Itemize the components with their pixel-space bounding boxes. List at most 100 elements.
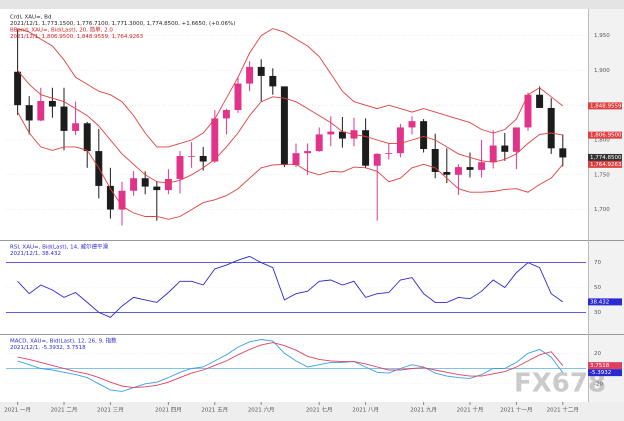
legend-text: 2021/12/1, -5.3932, 3.7518 xyxy=(10,345,86,351)
candle-body xyxy=(164,178,172,191)
candle-body xyxy=(153,186,161,191)
candle-body xyxy=(234,83,242,111)
candle-body xyxy=(199,155,207,162)
candle-body xyxy=(420,121,428,150)
price-tag xyxy=(588,131,622,139)
candle-body xyxy=(141,178,149,187)
y-tick-label: 70 xyxy=(594,260,601,266)
legend-text: 2021/12/1, 38.432 xyxy=(10,251,61,257)
x-tick-label: 2021 三月 xyxy=(97,407,124,414)
candle-body xyxy=(478,162,486,170)
x-tick-label: 2021 六月 xyxy=(248,406,275,414)
candle-body xyxy=(443,171,451,175)
candle-body xyxy=(222,110,230,119)
x-tick-label: 2021 八月 xyxy=(352,407,379,414)
candle-body xyxy=(60,106,68,131)
candle-body xyxy=(547,107,555,149)
y-tick-label: 1,750 xyxy=(594,172,610,178)
price-tag xyxy=(588,369,622,377)
candle-body xyxy=(373,153,381,166)
y-tick-label: 20 xyxy=(594,351,601,357)
y-tick-label: 30 xyxy=(594,310,601,316)
series-line xyxy=(17,342,564,389)
price-tag-label: 1,774.8500 xyxy=(590,155,622,161)
price-tag-label: 38.432 xyxy=(590,299,609,305)
x-tick-label: 2021 十月 xyxy=(457,406,484,414)
candle-body xyxy=(25,105,33,121)
series-line xyxy=(17,111,564,220)
price-tag-label: -5.3932 xyxy=(590,370,611,376)
price-tag xyxy=(588,153,622,161)
top-bar xyxy=(0,0,624,9)
candle-body xyxy=(48,100,56,107)
x-tick-label: 2021 十二月 xyxy=(547,406,579,414)
candle-body xyxy=(176,155,184,179)
price-tag-label: 1,806.9500 xyxy=(590,133,622,139)
candle-body xyxy=(362,130,370,166)
y-tick-label: 1,800 xyxy=(594,137,610,143)
series-line xyxy=(17,339,564,392)
legend-text: RSI, XAU=, Bid(Last), 14, 威尔德平滑 xyxy=(10,243,109,251)
y-tick-label: 1,700 xyxy=(594,207,610,213)
x-tick-label: 2021 二月 xyxy=(51,407,78,414)
x-tick-label: 2021 九月 xyxy=(410,406,437,414)
legend-text: 2021/12/1, 1,806.9500, 1,848.9559, 1,764… xyxy=(10,34,144,40)
price-tag xyxy=(588,160,622,168)
price-tag-label: 1,764.9263 xyxy=(590,162,622,168)
legend-text: Crdl, XAU=, Bd xyxy=(10,15,51,21)
candle-body xyxy=(466,167,474,170)
candle-body xyxy=(304,151,312,154)
candle-body xyxy=(257,66,265,76)
candle-body xyxy=(280,86,288,166)
x-tick-label: 2021 一月 xyxy=(4,407,31,414)
price-tag xyxy=(588,102,622,110)
candle-body xyxy=(385,153,393,154)
candle-body xyxy=(396,127,404,154)
candle-body xyxy=(37,100,45,121)
candle-body xyxy=(559,148,567,158)
candle-body xyxy=(130,178,138,191)
x-tick-label: 2021 五月 xyxy=(201,407,228,414)
y-tick-label: 1,950 xyxy=(594,33,610,39)
candle-body xyxy=(118,190,126,210)
legend-text: BBand, XAU=, Bid(Last), 20, 简单, 2.0 xyxy=(10,26,113,34)
candle-body xyxy=(454,167,462,175)
x-tick-label: 2021 七月 xyxy=(306,406,333,414)
candle-body xyxy=(501,145,509,152)
candle-body xyxy=(489,145,497,163)
y-tick-label: 50 xyxy=(594,285,601,291)
candle-body xyxy=(106,185,114,210)
price-tag xyxy=(588,298,622,306)
legend-text: 2021/12/1, 1,773.1500, 1,776.7100, 1,771… xyxy=(10,21,235,27)
candle-body xyxy=(327,131,335,135)
candle-body xyxy=(315,134,323,152)
price-tag-label: 3.7518 xyxy=(590,363,610,369)
candle-body xyxy=(524,94,532,128)
candle-body xyxy=(536,94,544,108)
candle-body xyxy=(431,149,439,172)
price-tag xyxy=(588,362,622,370)
candle-body xyxy=(292,153,300,166)
y-tick-label: -20 xyxy=(594,381,603,387)
series-line xyxy=(17,28,564,148)
candle-body xyxy=(408,121,416,128)
candle-body xyxy=(72,123,80,131)
price-tag-label: 1,848.9559 xyxy=(590,103,622,109)
candle-body xyxy=(14,71,22,106)
series-line xyxy=(17,70,563,184)
candle-body xyxy=(188,155,196,157)
legend-text: MACD, XAU=, Bid(Last), 12, 26, 9, 指数 xyxy=(10,337,117,345)
x-axis-area xyxy=(0,402,624,421)
candle-body xyxy=(83,123,91,152)
candle-body xyxy=(338,131,346,139)
candle-body xyxy=(246,66,254,84)
x-tick-label: 2021 四月 xyxy=(155,407,182,414)
candle-body xyxy=(512,127,520,152)
candle-body xyxy=(211,118,219,162)
right-axis-area xyxy=(588,9,624,402)
y-tick-label: 1,900 xyxy=(594,68,610,74)
candle-body xyxy=(269,75,277,87)
x-tick-label: 2021 十一月 xyxy=(500,406,532,414)
series-line xyxy=(17,255,564,318)
